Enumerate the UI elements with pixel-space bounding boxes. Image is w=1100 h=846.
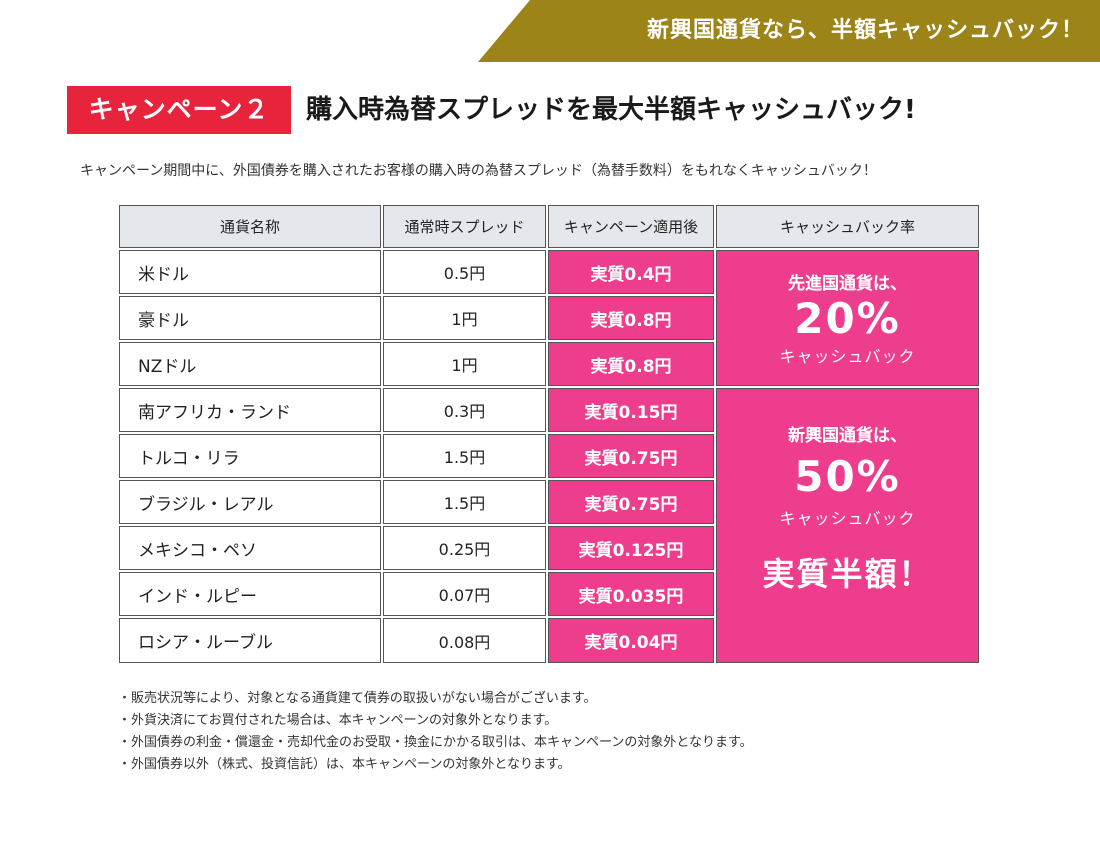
row-nzd-after: 実質0.8円 (548, 342, 714, 386)
row-rub-normal: 0.08円 (383, 618, 546, 663)
rate-developed-cashback: キャッシュバック (779, 347, 916, 366)
campaign-title: 購入時為替スプレッドを最大半額キャッシュバック! (306, 95, 916, 125)
row-brl-normal: 1.5円 (383, 480, 546, 524)
row-brl-after: 実質0.75円 (548, 480, 714, 524)
row-zar-currency: 南アフリカ・ランド (119, 388, 381, 432)
row-aud-normal: 1円 (383, 296, 546, 340)
row-zar-normal: 0.3円 (383, 388, 546, 432)
row-nzd-normal: 1円 (383, 342, 546, 386)
rate-developed-label: 先進国通貨は、 (788, 274, 907, 294)
row-nzd-currency: NZドル (119, 342, 381, 386)
row-inr-normal: 0.07円 (383, 572, 546, 616)
note-item: ・販売状況等により、対象となる通貨建て債券の取扱いがない場合がございます。 (118, 691, 597, 706)
row-aud-after: 実質0.8円 (548, 296, 714, 340)
note-item: ・外国債券の利金・償還金・売却代金のお受取・換金にかかる取引は、本キャンペーンの… (118, 735, 753, 750)
row-mxn-normal: 0.25円 (383, 526, 546, 570)
row-aud-currency: 豪ドル (119, 296, 381, 340)
top-banner: 新興国通貨なら、半額キャッシュバック！ (478, 0, 1100, 62)
row-inr-currency: インド・ルピー (119, 572, 381, 616)
header-cashback-rate: キャッシュバック率 (716, 205, 979, 248)
header-after-campaign: キャンペーン適用後 (548, 205, 714, 248)
rate-emerging: 新興国通貨は、 50% キャッシュバック 実質半額！ (716, 388, 979, 663)
rate-emerging-cashback: キャッシュバック (779, 509, 916, 528)
rate-developed: 先進国通貨は、 20% キャッシュバック (716, 250, 979, 386)
row-zar-after: 実質0.15円 (548, 388, 714, 432)
row-usd-currency: 米ドル (119, 250, 381, 294)
row-mxn-after: 実質0.125円 (548, 526, 714, 570)
row-usd-normal: 0.5円 (383, 250, 546, 294)
row-usd-after: 実質0.4円 (548, 250, 714, 294)
note-item: ・外国債券以外（株式、投資信託）は、本キャンペーンの対象外となります。 (118, 757, 571, 772)
row-inr-after: 実質0.035円 (548, 572, 714, 616)
rate-emerging-percent: 50% (794, 452, 901, 501)
row-try-normal: 1.5円 (383, 434, 546, 478)
note-item: ・外貨決済にてお買付された場合は、本キャンペーンの対象外となります。 (118, 713, 558, 728)
row-try-after: 実質0.75円 (548, 434, 714, 478)
row-rub-currency: ロシア・ルーブル (119, 618, 381, 663)
row-try-currency: トルコ・リラ (119, 434, 381, 478)
intro-text: キャンペーン期間中に、外国債券を購入されたお客様の購入時の為替スプレッド（為替手… (80, 163, 877, 179)
row-mxn-currency: メキシコ・ペソ (119, 526, 381, 570)
rate-developed-percent: 20% (794, 294, 901, 343)
row-brl-currency: ブラジル・レアル (119, 480, 381, 524)
row-rub-after: 実質0.04円 (548, 618, 714, 663)
banner-text: 新興国通貨なら、半額キャッシュバック！ (646, 18, 1084, 43)
notes-list: ・販売状況等により、対象となる通貨建て債券の取扱いがない場合がございます。 ・外… (118, 688, 753, 776)
header-currency: 通貨名称 (119, 205, 381, 248)
campaign-badge: キャンペーン２ (67, 86, 291, 134)
rate-emerging-label: 新興国通貨は、 (788, 426, 907, 446)
header-normal-spread: 通常時スプレッド (383, 205, 546, 248)
rate-emerging-highlight: 実質半額！ (762, 555, 933, 593)
